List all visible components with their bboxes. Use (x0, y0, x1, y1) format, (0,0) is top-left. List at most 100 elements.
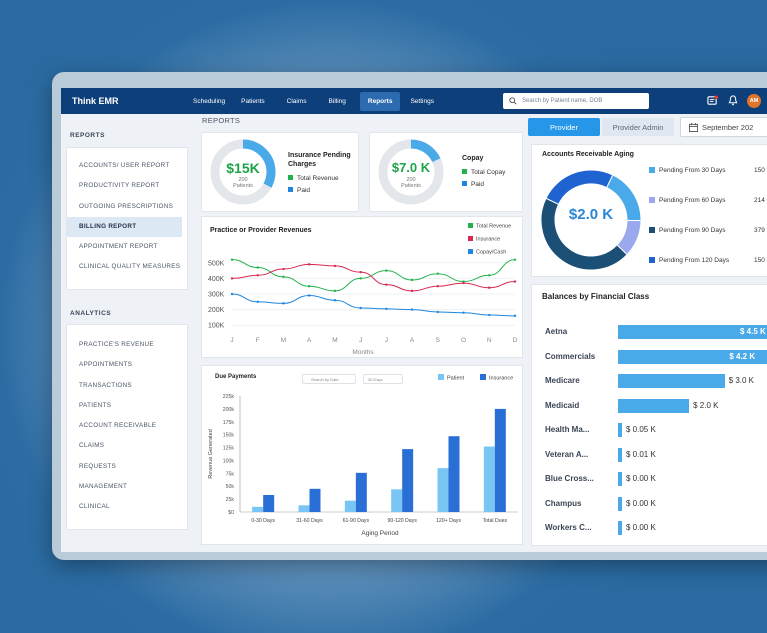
balance-value: $ 3.0 K (728, 376, 755, 385)
bar-patient (252, 506, 264, 512)
x-tick-label: J (359, 337, 362, 344)
legend-swatch (649, 227, 655, 233)
y-tick-label: 50k (226, 484, 235, 490)
balance-value: $ 0.00 K (626, 498, 656, 508)
data-point (385, 283, 388, 286)
insurance-donut-paid-arc (210, 139, 276, 205)
nav-billing[interactable]: Billing (328, 97, 346, 105)
data-point (385, 269, 388, 272)
sidebar-item-requests[interactable]: REQUESTS (79, 462, 117, 470)
balance-value: $ 0.00 K (626, 523, 656, 532)
sidebar-item-patients[interactable]: PATIENTS (79, 401, 112, 409)
sidebar-item-outgoing-prescriptions[interactable]: OUTGOING PRESCRIPTIONS (79, 202, 174, 210)
period-select[interactable]: 30 Days (363, 374, 403, 384)
legend-label: Copay/Cash (476, 250, 506, 256)
bar-insurance (309, 488, 321, 512)
nav-scheduling[interactable]: Scheduling (193, 97, 226, 105)
balance-row: Aetna $ 4.5 K (532, 321, 767, 346)
insurance-donut (210, 139, 276, 205)
balance-value: $ 2.0 K (693, 400, 719, 410)
balance-bar (618, 374, 725, 388)
tab-provider-admin[interactable]: Provider Admin (602, 118, 674, 136)
messages-icon[interactable] (707, 95, 718, 106)
nav-settings[interactable]: Settings (410, 97, 434, 105)
balance-row: Medicare $ 3.0 K (532, 370, 767, 395)
balance-bar (618, 349, 767, 364)
date-picker[interactable]: September 202 (680, 117, 767, 137)
data-point (462, 281, 465, 285)
data-point (333, 289, 337, 293)
reports-list: ACCOUNTS/ USER REPORT PRODUCTIVITY REPOR… (66, 147, 188, 290)
bar-insurance (355, 472, 367, 512)
sidebar-item-management[interactable]: MANAGEMENT (79, 483, 128, 491)
ar-legend-item: Pending From 90 Days 379 (649, 227, 767, 257)
data-point (436, 285, 440, 288)
y-tick-label: 200K (208, 307, 225, 314)
balance-bar (618, 496, 622, 511)
nav-patients[interactable]: Patients (241, 97, 265, 105)
sidebar-item-clinical-quality-measures[interactable]: CLINICAL QUALITY MEASURES (79, 263, 181, 271)
nav-reports[interactable]: Reports (359, 91, 401, 111)
balance-value: $ 4.5 K (740, 327, 766, 336)
sidebar-item-appointment-report[interactable]: APPOINTMENT REPORT (79, 243, 158, 251)
legend-label: Patient (447, 376, 465, 382)
x-tick-label: A (307, 337, 312, 344)
calendar-icon (689, 122, 698, 132)
data-point (513, 280, 517, 283)
date-filter-input[interactable]: Search by Date (302, 374, 356, 384)
balance-value: $ 4.2 K (729, 351, 756, 361)
data-point (230, 258, 234, 261)
data-point (410, 308, 414, 311)
balance-label: Champus (545, 498, 582, 508)
balance-bar (618, 521, 622, 535)
data-point (410, 289, 414, 293)
sidebar-item-practices-revenue[interactable]: PRACTICE'S REVENUE (79, 341, 154, 348)
data-point (488, 274, 491, 277)
balance-label: Medicare (545, 376, 580, 385)
date-picker-value: September 202 (702, 122, 754, 132)
sidebar-item-clinical[interactable]: CLINICAL (79, 503, 110, 511)
sidebar-item-productivity-report[interactable]: PRODUCTIVITY REPORT (79, 182, 160, 190)
data-point (230, 292, 234, 296)
sidebar-item-billing-report[interactable]: BILLING REPORT (67, 216, 182, 238)
legend-swatch (468, 223, 473, 228)
balance-row: Commercials $ 4.2 K (532, 346, 767, 371)
y-tick-label: 100K (208, 323, 225, 330)
legend-swatch (649, 197, 655, 203)
y-tick-label: 200k (223, 407, 235, 413)
sidebar-item-account-receivable[interactable]: ACCOUNT RECEIVABLE (79, 422, 157, 430)
nav-claims[interactable]: Claims (286, 97, 307, 105)
search-input[interactable]: Search by Patient name, DOB (503, 93, 649, 109)
insurance-value: $15K (226, 160, 260, 176)
notification-bell-icon[interactable] (728, 95, 738, 106)
data-point (333, 264, 337, 268)
balance-bar (618, 447, 622, 462)
sidebar-item-transactions[interactable]: TRANSACTIONS (79, 381, 132, 389)
balance-label: Health Ma... (545, 425, 590, 434)
sidebar-item-claims[interactable]: CLAIMS (79, 442, 105, 450)
balances-title: Balances by Financial Class (542, 292, 650, 301)
sidebar-item-accounts-user-report[interactable]: ACCOUNTS/ USER REPORT (79, 162, 170, 169)
bar-patient (437, 468, 449, 512)
bar-insurance (402, 449, 414, 512)
x-tick-label: 31-60 Days (296, 518, 323, 524)
balance-row: Workers C... $ 0.00 K (532, 517, 767, 542)
x-tick-label: F (256, 337, 260, 344)
copay-value: $7.0 K (391, 160, 431, 175)
ar-segment (545, 169, 614, 206)
x-tick-label: M (281, 337, 286, 344)
y-axis-label: Revenue Generated (208, 429, 214, 479)
y-tick-label: 125k (223, 446, 235, 452)
legend-label: Insurance (489, 376, 513, 382)
tab-provider[interactable]: Provider (528, 118, 600, 136)
main-nav: Scheduling Patients Claims Billing Repor… (185, 88, 442, 114)
x-axis-label: Months (352, 349, 374, 356)
y-tick-label: 25k (226, 497, 235, 503)
y-tick-label: 75k (226, 471, 235, 477)
avatar[interactable]: AM (747, 94, 761, 108)
sidebar-item-appointments[interactable]: APPOINTMENTS (79, 361, 133, 369)
ar-legend-label: Pending From 60 Days (659, 197, 726, 204)
ar-legend-label: Pending From 30 Days (659, 167, 726, 174)
balance-row: Health Ma... $ 0.05 K (532, 419, 767, 444)
bar-insurance (448, 436, 460, 512)
